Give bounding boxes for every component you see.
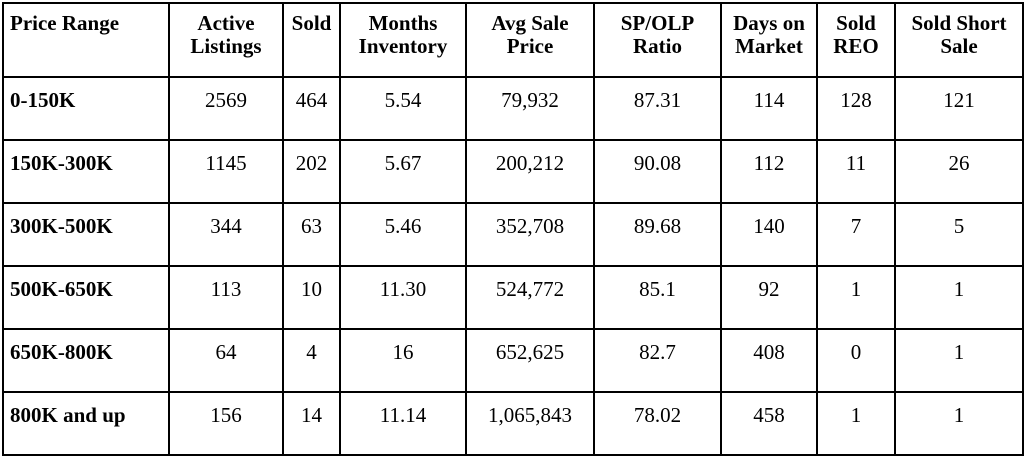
cell-avg-sale-price: 200,212: [465, 139, 595, 204]
cell-active-listings: 64: [168, 328, 284, 393]
cell-sp-olp-ratio: 85.1: [593, 265, 722, 330]
table-row: 650K-800K 64 4 16 652,625 82.7 408 0 1: [2, 328, 1024, 393]
cell-active-listings: 2569: [168, 76, 284, 141]
table-row: 0-150K 2569 464 5.54 79,932 87.31 114 12…: [2, 76, 1024, 141]
cell-avg-sale-price: 79,932: [465, 76, 595, 141]
header-sold-short-sale: Sold Short Sale: [894, 2, 1024, 78]
cell-active-listings: 344: [168, 202, 284, 267]
cell-sold-short-sale: 121: [894, 76, 1024, 141]
table-row: 150K-300K 1145 202 5.67 200,212 90.08 11…: [2, 139, 1024, 204]
cell-months-inventory: 16: [339, 328, 467, 393]
cell-sold-short-sale: 1: [894, 328, 1024, 393]
cell-active-listings: 1145: [168, 139, 284, 204]
header-sp-olp-ratio: SP/OLP Ratio: [593, 2, 722, 78]
header-active-listings: Active Listings: [168, 2, 284, 78]
cell-sold-reo: 1: [816, 391, 896, 456]
header-days-on-market: Days on Market: [720, 2, 818, 78]
cell-sp-olp-ratio: 87.31: [593, 76, 722, 141]
cell-days-on-market: 458: [720, 391, 818, 456]
header-row: Price Range Active Listings Sold Months …: [2, 2, 1024, 78]
header-sold: Sold: [282, 2, 341, 78]
header-sold-reo: Sold REO: [816, 2, 896, 78]
header-price-range: Price Range: [2, 2, 170, 78]
cell-months-inventory: 5.46: [339, 202, 467, 267]
cell-avg-sale-price: 524,772: [465, 265, 595, 330]
cell-sold-reo: 1: [816, 265, 896, 330]
cell-days-on-market: 408: [720, 328, 818, 393]
cell-sp-olp-ratio: 78.02: [593, 391, 722, 456]
table-row: 800K and up 156 14 11.14 1,065,843 78.02…: [2, 391, 1024, 456]
cell-sold-short-sale: 1: [894, 391, 1024, 456]
cell-days-on-market: 92: [720, 265, 818, 330]
cell-price-range: 800K and up: [2, 391, 170, 456]
cell-days-on-market: 112: [720, 139, 818, 204]
cell-price-range: 300K-500K: [2, 202, 170, 267]
cell-price-range: 150K-300K: [2, 139, 170, 204]
cell-sold-short-sale: 5: [894, 202, 1024, 267]
cell-sp-olp-ratio: 82.7: [593, 328, 722, 393]
cell-sold-reo: 7: [816, 202, 896, 267]
table-row: 300K-500K 344 63 5.46 352,708 89.68 140 …: [2, 202, 1024, 267]
cell-price-range: 650K-800K: [2, 328, 170, 393]
cell-sold: 10: [282, 265, 341, 330]
cell-sp-olp-ratio: 90.08: [593, 139, 722, 204]
cell-sold-short-sale: 26: [894, 139, 1024, 204]
cell-sp-olp-ratio: 89.68: [593, 202, 722, 267]
cell-sold-reo: 11: [816, 139, 896, 204]
header-avg-sale-price: Avg Sale Price: [465, 2, 595, 78]
header-months-inventory: Months Inventory: [339, 2, 467, 78]
cell-price-range: 0-150K: [2, 76, 170, 141]
cell-days-on-market: 140: [720, 202, 818, 267]
cell-sold: 464: [282, 76, 341, 141]
table-row: 500K-650K 113 10 11.30 524,772 85.1 92 1…: [2, 265, 1024, 330]
cell-months-inventory: 11.14: [339, 391, 467, 456]
cell-sold-short-sale: 1: [894, 265, 1024, 330]
cell-sold: 14: [282, 391, 341, 456]
cell-months-inventory: 5.67: [339, 139, 467, 204]
cell-active-listings: 156: [168, 391, 284, 456]
cell-days-on-market: 114: [720, 76, 818, 141]
cell-sold-reo: 0: [816, 328, 896, 393]
cell-sold: 4: [282, 328, 341, 393]
cell-avg-sale-price: 1,065,843: [465, 391, 595, 456]
cell-active-listings: 113: [168, 265, 284, 330]
cell-months-inventory: 5.54: [339, 76, 467, 141]
cell-months-inventory: 11.30: [339, 265, 467, 330]
cell-avg-sale-price: 352,708: [465, 202, 595, 267]
cell-avg-sale-price: 652,625: [465, 328, 595, 393]
cell-sold-reo: 128: [816, 76, 896, 141]
cell-price-range: 500K-650K: [2, 265, 170, 330]
cell-sold: 63: [282, 202, 341, 267]
cell-sold: 202: [282, 139, 341, 204]
